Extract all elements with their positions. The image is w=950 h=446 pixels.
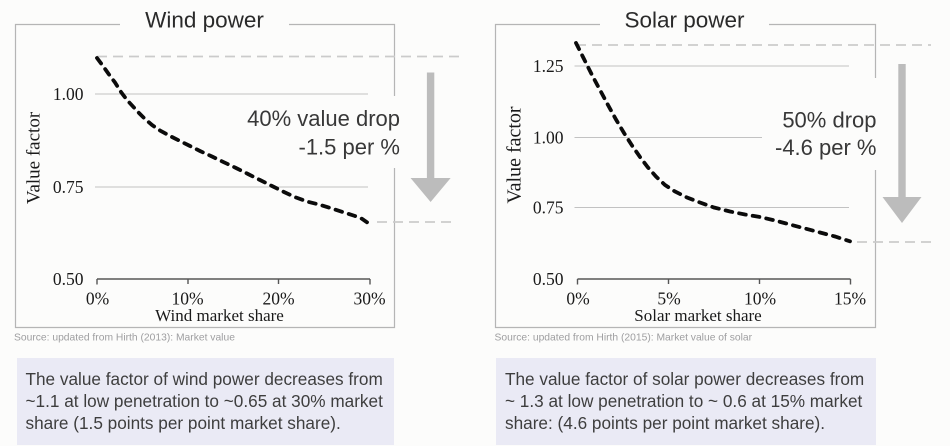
svg-text:1.00: 1.00	[53, 84, 84, 104]
svg-text:Value factor: Value factor	[24, 111, 45, 204]
svg-text:15%: 15%	[834, 288, 866, 308]
svg-text:Source: updated from Hirth (20: Source: updated from Hirth (2015): Marke…	[495, 333, 753, 344]
svg-text:20%: 20%	[262, 288, 294, 308]
svg-text:0.50: 0.50	[533, 269, 564, 289]
svg-text:Value factor: Value factor	[504, 106, 526, 204]
svg-text:1.25: 1.25	[533, 56, 564, 76]
svg-text:50% drop: 50% drop	[782, 108, 876, 133]
svg-text:0.75: 0.75	[53, 177, 84, 197]
svg-text:0%: 0%	[86, 288, 109, 308]
svg-text:-1.5 per %: -1.5 per %	[299, 135, 401, 160]
svg-text:30%: 30%	[353, 288, 385, 308]
svg-text:10%: 10%	[744, 288, 776, 308]
svg-text:5%: 5%	[657, 288, 680, 308]
svg-text:0.75: 0.75	[533, 197, 564, 217]
svg-text:Wind power: Wind power	[145, 8, 264, 33]
svg-text:Solar market share: Solar market share	[634, 306, 761, 325]
svg-text:Source: updated from Hirth (20: Source: updated from Hirth (2013): Marke…	[14, 333, 235, 344]
svg-text:1.00: 1.00	[533, 127, 564, 147]
svg-text:40% value drop: 40% value drop	[247, 106, 400, 131]
svg-text:0.50: 0.50	[53, 269, 84, 289]
svg-text:Wind market share: Wind market share	[155, 306, 284, 325]
svg-text:Solar power: Solar power	[624, 8, 745, 33]
svg-text:-4.6 per %: -4.6 per %	[775, 135, 877, 160]
svg-text:0%: 0%	[566, 288, 589, 308]
svg-text:10%: 10%	[171, 288, 203, 308]
